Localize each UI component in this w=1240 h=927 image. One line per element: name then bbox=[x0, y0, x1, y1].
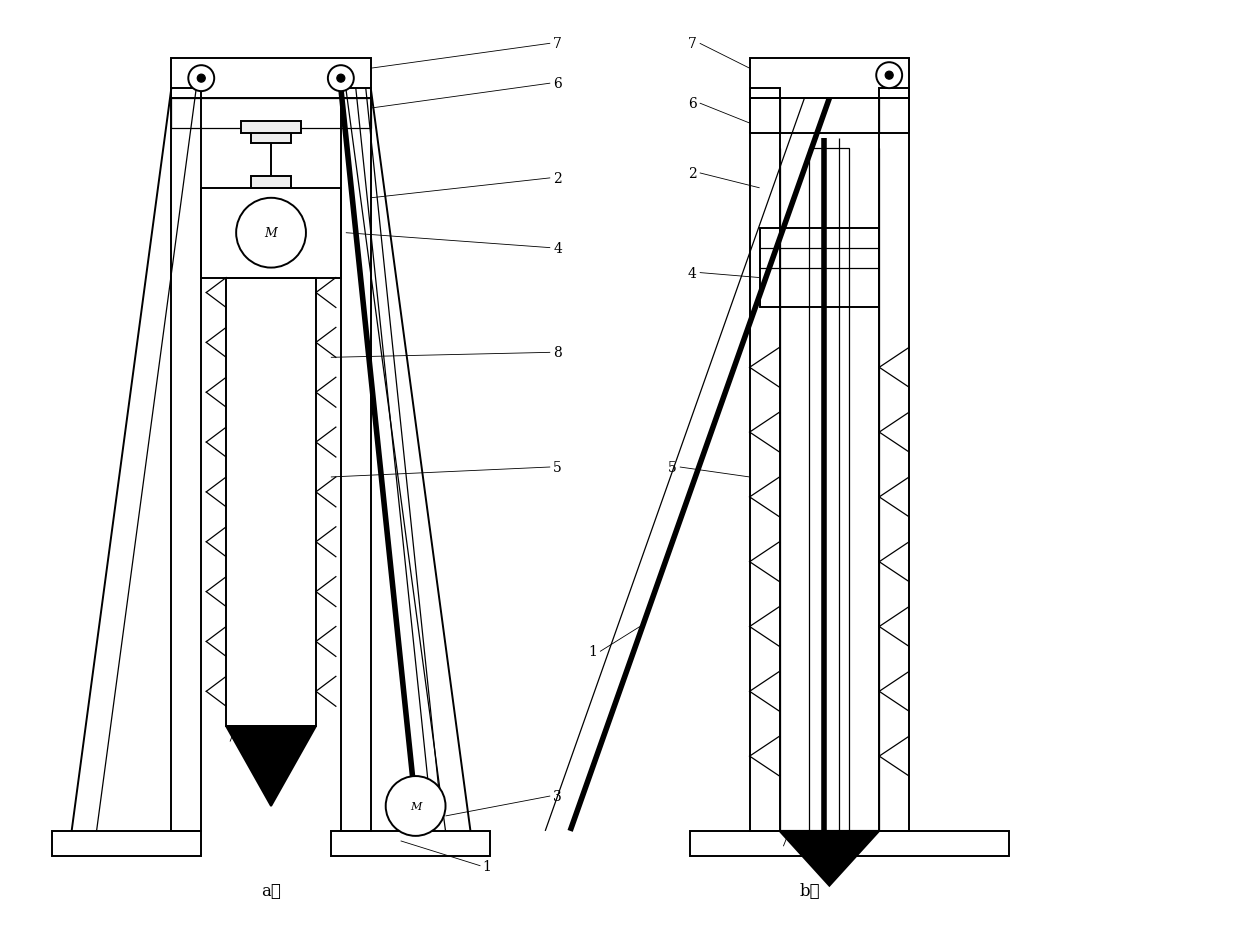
Text: 4: 4 bbox=[688, 266, 697, 280]
Text: 8: 8 bbox=[553, 346, 562, 360]
Circle shape bbox=[327, 66, 353, 92]
Bar bbox=[689, 831, 1009, 856]
Circle shape bbox=[885, 72, 893, 80]
Text: 1: 1 bbox=[482, 858, 491, 873]
Text: M: M bbox=[264, 227, 278, 240]
Text: 4: 4 bbox=[553, 241, 562, 255]
Bar bbox=[52, 831, 201, 856]
Polygon shape bbox=[226, 727, 316, 806]
Bar bbox=[331, 831, 490, 856]
Bar bbox=[171, 99, 371, 129]
Text: 7: 7 bbox=[553, 37, 562, 51]
Text: 7: 7 bbox=[688, 37, 697, 51]
Bar bbox=[241, 121, 301, 133]
Text: a）: a） bbox=[262, 883, 281, 899]
Bar bbox=[810, 149, 849, 831]
Text: 3: 3 bbox=[553, 789, 562, 803]
Bar bbox=[750, 89, 780, 831]
Text: 2: 2 bbox=[688, 167, 697, 181]
Text: 6: 6 bbox=[688, 97, 697, 111]
Text: 5: 5 bbox=[553, 461, 562, 475]
Bar bbox=[760, 228, 879, 308]
Text: 6: 6 bbox=[553, 77, 562, 91]
Bar bbox=[750, 59, 909, 99]
Circle shape bbox=[236, 198, 306, 268]
Bar bbox=[252, 177, 291, 188]
Text: 1: 1 bbox=[588, 645, 598, 659]
Circle shape bbox=[877, 63, 903, 89]
Bar bbox=[252, 129, 291, 144]
Bar bbox=[171, 89, 201, 831]
Circle shape bbox=[188, 66, 215, 92]
Circle shape bbox=[337, 75, 345, 83]
Bar bbox=[171, 59, 371, 99]
Circle shape bbox=[386, 776, 445, 836]
Circle shape bbox=[197, 75, 206, 83]
Bar bbox=[750, 99, 909, 133]
Bar bbox=[226, 278, 316, 727]
Text: M: M bbox=[410, 801, 422, 811]
Bar bbox=[201, 188, 341, 278]
Text: 5: 5 bbox=[668, 461, 677, 475]
Bar bbox=[879, 89, 909, 831]
Bar bbox=[341, 89, 371, 831]
Text: b）: b） bbox=[799, 883, 820, 899]
Polygon shape bbox=[780, 831, 879, 886]
Text: 2: 2 bbox=[553, 171, 562, 185]
